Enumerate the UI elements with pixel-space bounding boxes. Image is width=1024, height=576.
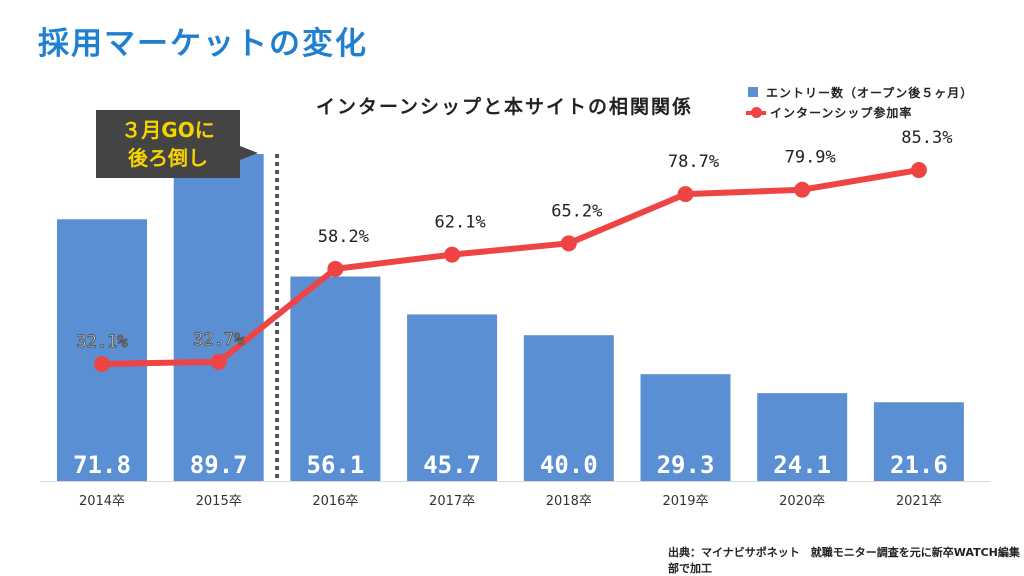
line-value-label: 58.2% [318,227,369,247]
bar [407,314,498,481]
legend-line-swatch [746,107,766,118]
source-note: 出典：マイナビサポネット 就職モニター調査を元に新卒WATCH編集部で加工 [668,546,1020,575]
bar-value-label: 71.8 [73,451,131,479]
line-value-label: 32.1% [76,332,127,352]
legend-bar-swatch [748,87,758,97]
line-point [560,235,577,252]
bar [173,154,264,481]
line-point [94,355,110,372]
line-point [444,246,461,263]
callout-line-1: ３月GOに [121,118,215,142]
bar-value-label: 40.0 [540,451,598,479]
line-value-label: 62.1% [435,213,486,233]
x-tick-label: 2021卒 [896,494,942,509]
bar [290,276,381,481]
bar [57,219,147,482]
bar-value-label: 24.1 [773,451,831,479]
x-tick-label: 2017卒 [429,494,475,509]
line-value-label: 78.7% [668,152,719,172]
line-value-label: 32.7% [193,330,244,350]
legend-item-bar: エントリー数（オープン後５ヶ月） [746,82,973,102]
bar [640,374,731,481]
x-tick-label: 2014卒 [79,494,125,509]
line-point [210,353,227,370]
callout-line-2: 後ろ倒し [128,146,208,170]
callout-box: ３月GOに 後ろ倒し [96,110,240,178]
legend-label-bar: エントリー数（オープン後５ヶ月） [766,85,974,100]
line-value-label: 85.3% [901,128,952,148]
x-tick-label: 2016卒 [312,494,358,509]
line-value-label: 65.2% [551,201,602,221]
chart-title: インターンシップと本サイトの相関関係 [316,96,694,118]
x-tick-label: 2020卒 [779,494,825,509]
bar-value-label: 56.1 [307,451,365,479]
legend-item-line: インターンシップ参加率 [746,102,973,122]
x-tick-label: 2015卒 [196,494,242,509]
bar-value-label: 21.6 [890,451,948,479]
line-point [327,260,344,277]
line-value-label: 79.9% [785,148,836,168]
line-point [794,181,811,198]
line-point [910,162,927,179]
page-title: 採用マーケットの変化 [38,26,368,62]
line-series-path [101,167,920,367]
bar-value-label: 89.7 [190,451,248,479]
line-point [677,186,694,203]
bar [757,393,848,481]
x-tick-label: 2019卒 [662,494,708,509]
bar [523,335,614,481]
bar-value-label: 29.3 [657,451,715,479]
x-tick-label: 2018卒 [546,494,592,509]
callout-pointer [240,146,258,160]
legend-label-line: インターンシップ参加率 [770,105,913,120]
chart-legend: エントリー数（オープン後５ヶ月） インターンシップ参加率 [746,82,973,122]
bar-value-label: 45.7 [423,451,481,479]
bar [873,402,964,481]
